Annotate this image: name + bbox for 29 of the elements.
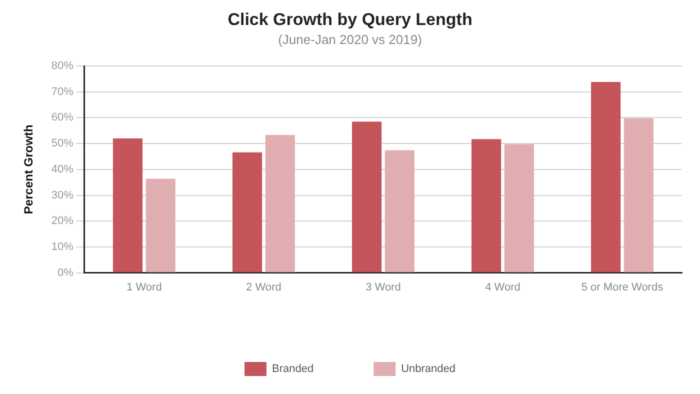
bar <box>504 144 534 272</box>
bar <box>232 152 262 272</box>
x-tick-label: 5 or More Words <box>581 281 664 294</box>
y-tick-label: 70% <box>51 86 74 98</box>
x-tick-label: 2 Word <box>246 281 282 294</box>
bar <box>265 135 295 272</box>
chart-title: Click Growth by Query Length <box>228 10 472 29</box>
y-tick-label: 80% <box>51 60 74 72</box>
bar <box>472 139 502 272</box>
x-tick-label: 3 Word <box>366 281 401 294</box>
bar <box>384 150 414 272</box>
y-tick-label: 40% <box>51 163 74 176</box>
legend-label: Branded <box>272 363 314 376</box>
y-tick-label: 20% <box>51 215 74 228</box>
y-tick-label: 10% <box>51 240 74 253</box>
bar <box>624 118 654 272</box>
x-tick-label: 1 Word <box>126 281 162 294</box>
y-axis-title: Percent Growth <box>22 124 36 214</box>
y-tick-label: 30% <box>51 189 74 202</box>
y-tick-label: 60% <box>51 112 74 124</box>
x-tick-label: 4 Word <box>485 281 520 294</box>
legend-label: Unbranded <box>401 363 456 376</box>
bar <box>352 122 382 272</box>
bar <box>112 138 143 272</box>
y-tick-label: 50% <box>51 138 74 150</box>
y-tick-label: 0% <box>58 266 74 279</box>
chart-subtitle: (June-Jan 2020 vs 2019) <box>278 32 422 47</box>
bar <box>146 178 176 272</box>
bar <box>591 82 621 272</box>
